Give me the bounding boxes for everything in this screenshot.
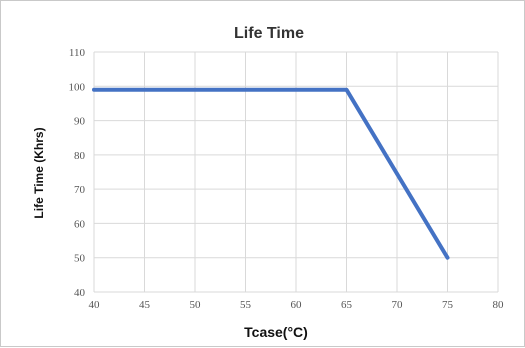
x-tick-labels: 40 45 50 55 60 65 70 75 80 <box>89 299 505 311</box>
x-tick-label: 55 <box>240 299 252 311</box>
y-tick-label: 40 <box>74 287 86 299</box>
series-layer <box>92 87 450 260</box>
y-tick-label: 70 <box>74 184 86 196</box>
x-tick-label: 50 <box>190 299 202 311</box>
y-tick-label: 100 <box>69 81 86 93</box>
x-tick-label: 40 <box>89 299 101 311</box>
y-tick-label: 90 <box>74 116 86 128</box>
y-tick-labels: 40 50 60 70 80 90 100 110 <box>69 47 86 299</box>
x-tick-label: 65 <box>341 299 353 311</box>
y-axis-label: Life Time (Khrs) <box>32 127 46 218</box>
grid-lines <box>93 51 499 293</box>
x-tick-label: 75 <box>442 299 454 311</box>
y-tick-label: 80 <box>74 150 86 162</box>
y-tick-label: 50 <box>74 253 86 265</box>
x-tick-label: 45 <box>139 299 151 311</box>
x-tick-label: 60 <box>291 299 303 311</box>
y-tick-label: 110 <box>69 47 86 59</box>
x-tick-label: 80 <box>493 299 505 311</box>
chart-title: Life Time <box>234 25 304 42</box>
x-tick-label: 70 <box>392 299 404 311</box>
y-tick-label: 60 <box>74 218 86 230</box>
x-axis-label: Tcase(°C) <box>244 324 308 340</box>
series-line <box>92 87 450 260</box>
